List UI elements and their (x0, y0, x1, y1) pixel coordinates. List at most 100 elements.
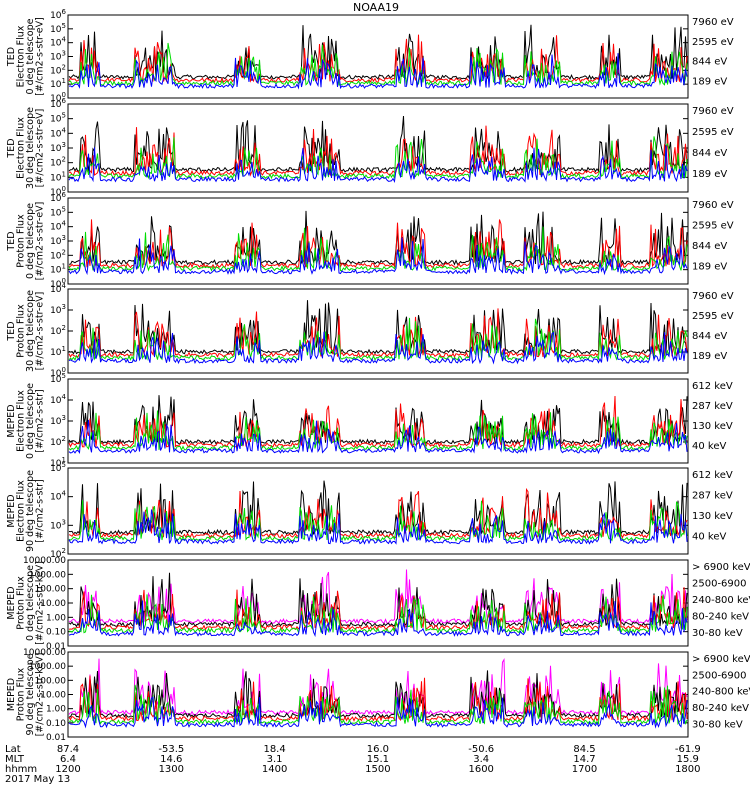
footer-value: 1300 (159, 764, 184, 775)
y-axis-label-line: TED (6, 47, 17, 67)
y-tick-label: 102 (50, 248, 66, 261)
legend-label: 844 eV (692, 331, 727, 342)
y-tick-label: 101 (50, 345, 66, 358)
y-tick-label: 1.00 (46, 613, 66, 623)
series-trace (68, 395, 688, 446)
y-tick-label: 105 (50, 22, 66, 35)
legend-label: > 6900 keV (692, 562, 750, 573)
y-tick-label: 102 (50, 435, 66, 448)
panel-frame (67, 651, 689, 738)
footer-value: 14.7 (573, 754, 595, 765)
y-tick-label: 10000.00 (23, 648, 66, 658)
footer-value: 1600 (468, 764, 493, 775)
legend-label: 130 keV (692, 421, 733, 432)
legend-label: 40 keV (692, 441, 726, 452)
footer-value: 15.1 (367, 754, 389, 765)
series-trace (68, 115, 688, 174)
legend-label: 240-800 keV (692, 687, 750, 698)
y-axis-label-line: Proton Flux (16, 667, 27, 721)
y-tick-label: 105 (50, 112, 66, 125)
y-axis-label-line: 30 deg telescope (25, 290, 36, 372)
series-trace (68, 317, 688, 362)
y-tick-label: 0.01 (46, 642, 66, 652)
footer-value: 3.1 (267, 754, 283, 765)
panel-frame (67, 288, 689, 374)
footer-value: 1400 (262, 764, 287, 775)
y-tick-label: 100.00 (35, 585, 67, 595)
y-axis-label-line: 30 deg telescope (25, 107, 36, 189)
series-trace (68, 145, 688, 184)
footer-value: -53.5 (158, 744, 184, 755)
legend-label: 612 keV (692, 470, 733, 481)
legend-label: 189 eV (692, 351, 727, 362)
legend-label: 130 keV (692, 511, 733, 522)
footer-value: 15.9 (677, 754, 699, 765)
y-tick-label: 1000.00 (29, 662, 66, 672)
series-trace (68, 600, 688, 638)
y-axis-label-line: Proton Flux (16, 576, 27, 630)
series-trace (68, 125, 688, 177)
legend-label: 2595 eV (692, 220, 734, 231)
y-tick-label: 103 (50, 303, 66, 316)
y-tick-label: 10.00 (40, 599, 66, 609)
y-axis-label-line: 90 deg telescope (25, 470, 36, 552)
y-axis-label-line: [#/cm2-s-str-eV] (35, 109, 46, 188)
y-tick-label: 104 (50, 490, 66, 503)
y-tick-label: 101 (50, 263, 66, 276)
y-axis-label-line: MEPED (6, 404, 17, 437)
y-axis-label-line: [#/cm2-s-str] (35, 389, 46, 452)
legend-label: 189 eV (692, 169, 727, 180)
series-trace (68, 210, 688, 266)
y-axis-label-line: 0 deg telescope (25, 18, 36, 94)
legend-label: 80-240 keV (692, 703, 749, 714)
series-trace (68, 395, 688, 449)
panel-frame (67, 103, 689, 193)
legend-label: 2595 eV (692, 127, 734, 138)
y-tick-label: 104 (50, 36, 66, 49)
y-axis-label-line: [#/cm2-s-str] (35, 479, 46, 542)
series-trace (68, 331, 688, 365)
footer-row-label: Lat (5, 744, 21, 755)
y-axis-label-line: 90 deg telescope (25, 653, 36, 735)
series-trace (68, 696, 688, 729)
series-trace (68, 587, 688, 631)
series-trace (68, 419, 688, 455)
y-tick-label: 103 (50, 234, 66, 247)
footer-value: 3.4 (473, 754, 489, 765)
y-axis-label-line: [#/cm2-s-str-keV] (35, 653, 46, 737)
y-tick-label: 104 (50, 126, 66, 139)
y-tick-label: 101 (50, 77, 66, 90)
legend-label: 844 eV (692, 241, 727, 252)
y-tick-label: 102 (50, 63, 66, 76)
legend-label: 240-800 keV (692, 595, 750, 606)
y-axis-label-line: MEPED (6, 678, 17, 711)
y-tick-label: 103 (50, 518, 66, 531)
legend-label: 7960 eV (692, 200, 734, 211)
series-trace (68, 24, 688, 81)
legend-label: 189 eV (692, 76, 727, 87)
y-axis-label-line: TED (6, 321, 17, 341)
footer-value: -61.9 (675, 744, 701, 755)
legend-label: 80-240 keV (692, 612, 749, 623)
y-tick-label: 104 (50, 393, 66, 406)
legend-label: > 6900 keV (692, 654, 750, 665)
legend-label: 40 keV (692, 531, 726, 542)
y-axis-label-line: Electron Flux (16, 390, 27, 452)
y-tick-label: 102 (50, 324, 66, 337)
y-axis-label-line: TED (6, 138, 17, 158)
y-axis-label-line: [#/cm2-s-str-eV] (35, 17, 46, 96)
figure-title: NOAA19 (353, 1, 399, 14)
legend-label: 7960 eV (692, 106, 734, 117)
footer-row-label: MLT (5, 754, 25, 765)
y-tick-label: 103 (50, 50, 66, 63)
footer-value: 1800 (675, 764, 700, 775)
y-axis-label-line: [#/cm2-s-str-eV] (35, 292, 46, 371)
legend-label: 7960 eV (692, 291, 734, 302)
y-axis-label-line: MEPED (6, 494, 17, 527)
legend-label: 189 eV (692, 261, 727, 272)
footer-value: 84.5 (573, 744, 595, 755)
